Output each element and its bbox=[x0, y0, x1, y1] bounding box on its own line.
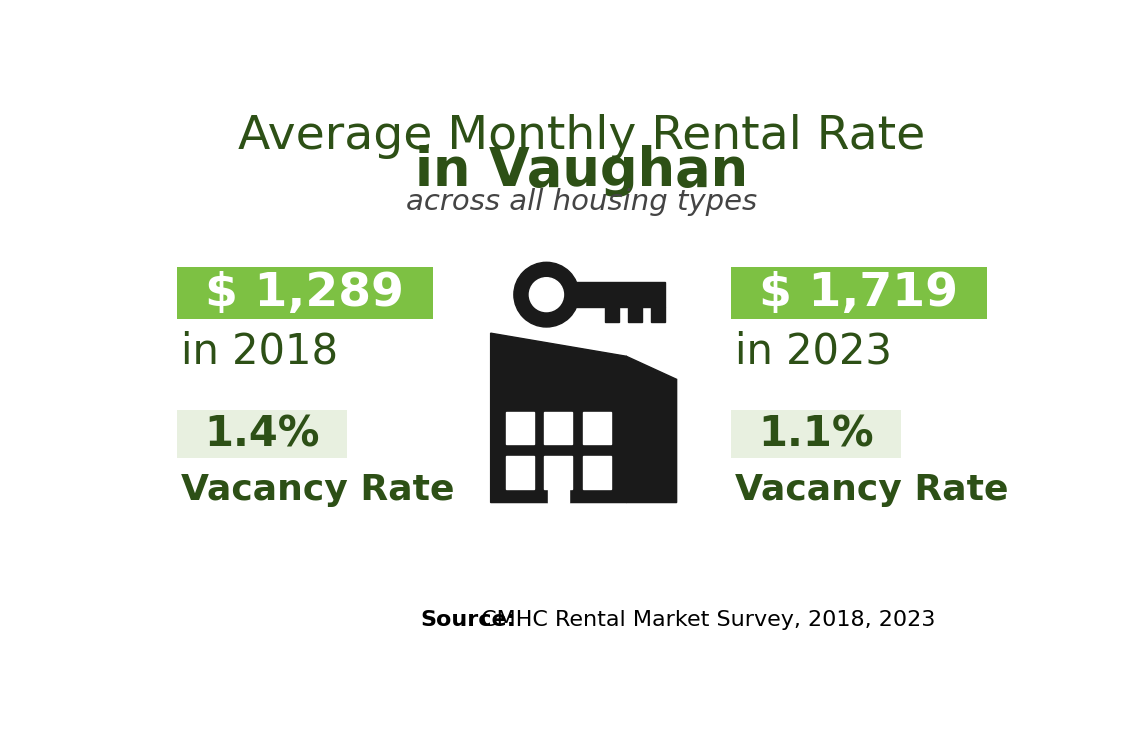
Bar bbox=[506, 456, 533, 488]
Bar bbox=[547, 476, 570, 503]
Text: Vacancy Rate: Vacancy Rate bbox=[180, 473, 454, 507]
Circle shape bbox=[514, 262, 579, 327]
FancyBboxPatch shape bbox=[177, 410, 347, 458]
FancyBboxPatch shape bbox=[731, 267, 986, 319]
Polygon shape bbox=[627, 356, 676, 503]
Text: Vacancy Rate: Vacancy Rate bbox=[734, 473, 1008, 507]
Text: Source:: Source: bbox=[421, 609, 516, 630]
Bar bbox=[583, 411, 611, 444]
Text: 1.1%: 1.1% bbox=[758, 413, 874, 455]
Bar bbox=[651, 307, 665, 322]
Text: in 2023: in 2023 bbox=[734, 331, 892, 373]
Bar bbox=[605, 307, 619, 322]
Text: Average Monthly Rental Rate: Average Monthly Rental Rate bbox=[237, 114, 925, 159]
Text: $ 1,719: $ 1,719 bbox=[759, 270, 958, 316]
Text: in Vaughan: in Vaughan bbox=[414, 146, 748, 198]
Bar bbox=[583, 456, 611, 488]
FancyBboxPatch shape bbox=[731, 410, 901, 458]
Bar bbox=[506, 411, 533, 444]
Polygon shape bbox=[490, 333, 627, 503]
Bar bbox=[575, 282, 665, 307]
Circle shape bbox=[529, 278, 563, 312]
Bar bbox=[545, 456, 572, 488]
Text: across all housing types: across all housing types bbox=[405, 188, 757, 216]
Bar bbox=[628, 307, 641, 322]
Text: in 2018: in 2018 bbox=[180, 331, 338, 373]
Bar bbox=[545, 411, 572, 444]
Text: 1.4%: 1.4% bbox=[204, 413, 320, 455]
Text: $ 1,289: $ 1,289 bbox=[205, 270, 404, 316]
Text: CMHC Rental Market Survey, 2018, 2023: CMHC Rental Market Survey, 2018, 2023 bbox=[473, 609, 935, 630]
FancyBboxPatch shape bbox=[177, 267, 432, 319]
